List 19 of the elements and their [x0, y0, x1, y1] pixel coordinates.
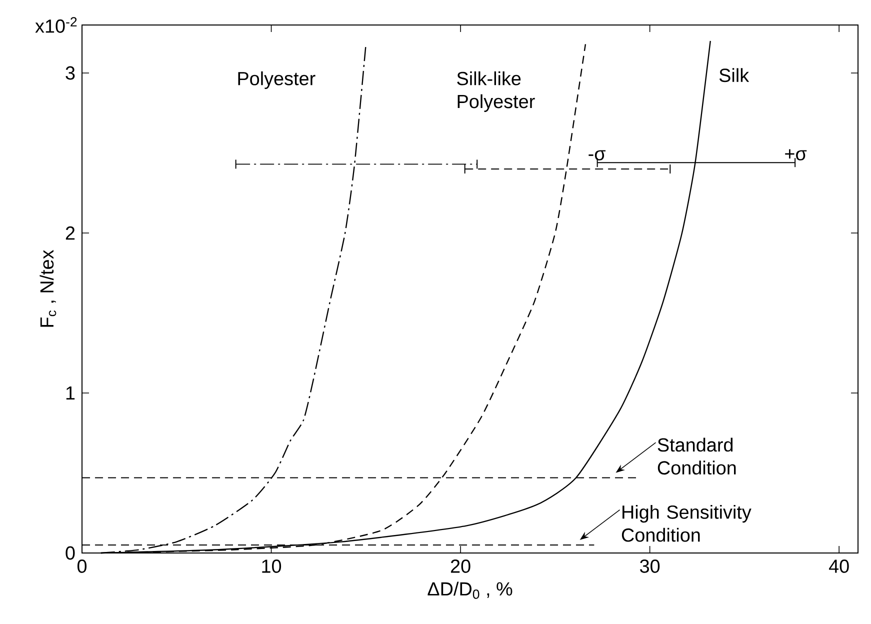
text: Silk-like Polyester — [457, 71, 535, 112]
annotation: +σ — [785, 149, 807, 160]
text: x10$^{-2}$ — [35, 17, 77, 33]
y-tick-label: 0 — [66, 546, 75, 560]
x-tick-label: 20 — [450, 559, 470, 573]
y-tick-label: 3 — [66, 66, 75, 80]
y-tick-label: 1 — [66, 386, 75, 400]
x-tick-label: 30 — [640, 559, 660, 573]
x-tick-label: 0 — [77, 559, 87, 573]
text: Polyester — [238, 71, 316, 90]
series-label: Silk — [719, 68, 750, 82]
y-tick-label: 2 — [66, 226, 75, 240]
annotation: Standard Condition — [658, 438, 736, 475]
annotation: -σ — [588, 150, 606, 160]
x-axis-title: ΔD/D$_{0}$ , % — [428, 582, 512, 599]
y-axis-title: F$_{c}$ , N/tex — [40, 250, 56, 327]
x-tick-label: 40 — [828, 559, 849, 573]
x-tick-label: 10 — [262, 559, 282, 573]
annotation: High Sensitivity Condition — [622, 504, 752, 542]
